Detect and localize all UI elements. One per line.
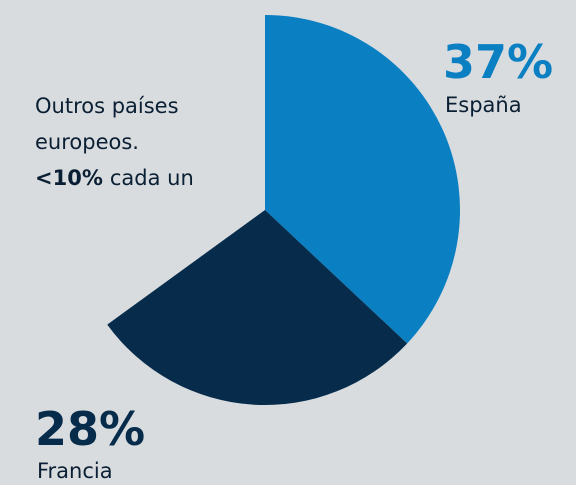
category-label: España bbox=[445, 93, 522, 117]
annotation-line: europeos. bbox=[35, 130, 139, 154]
pie-slice bbox=[265, 15, 460, 344]
category-label: Francia bbox=[37, 459, 113, 483]
annotation-line: Outros países bbox=[35, 94, 179, 118]
value-label: 28% bbox=[35, 402, 145, 456]
annotation-rest: cada un bbox=[110, 166, 194, 190]
annotation-bold: <10% bbox=[35, 166, 103, 190]
annotation-line: <10% cada un bbox=[35, 166, 194, 190]
value-label: 37% bbox=[443, 35, 553, 89]
pie bbox=[107, 15, 460, 406]
pie-slice bbox=[107, 210, 408, 406]
